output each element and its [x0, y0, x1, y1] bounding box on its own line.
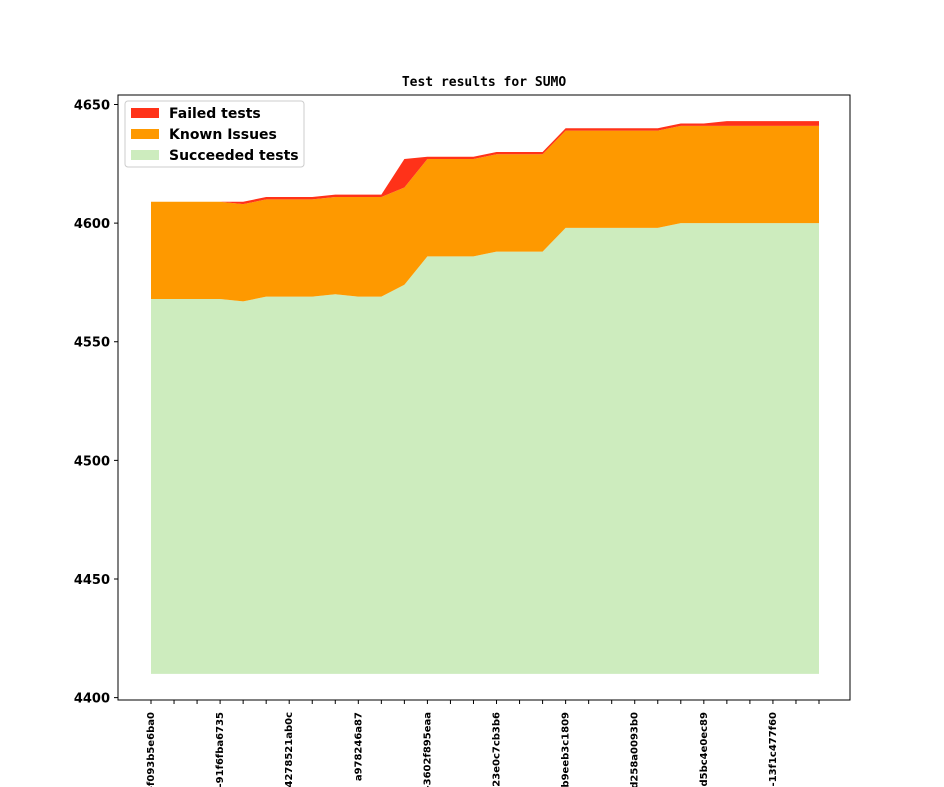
- plot-frame: [117, 94, 851, 701]
- legend-label-failed: Failed tests: [169, 106, 261, 122]
- legend: Failed tests Known Issues Succeeded test…: [124, 100, 305, 168]
- series-areas: [151, 121, 819, 674]
- x-tick-label: -f093b5e6ba0: [146, 712, 157, 787]
- legend-swatch-failed: [131, 108, 159, 118]
- x-tick-label: b9eeb3c1809: [561, 712, 572, 787]
- x-tick-label: -91f6fba6735: [215, 712, 226, 787]
- y-tick-label: 4400: [74, 692, 110, 707]
- x-axis: -f093b5e6ba0 -91f6fba6735 4278521ab0c a9782…: [146, 700, 820, 787]
- legend-box: [124, 100, 305, 168]
- x-tick-label: -3602f895eaa: [422, 712, 433, 787]
- y-tick-label: 4600: [74, 217, 110, 232]
- x-tick-label: 4278521ab0c: [284, 712, 295, 787]
- x-tick-label: -13f1c477f60: [768, 712, 779, 786]
- x-tick-label: a978246a87: [353, 712, 364, 781]
- legend-swatch-succeeded: [131, 150, 159, 160]
- y-tick-label: 4650: [74, 98, 110, 113]
- y-tick-label: 4550: [74, 336, 110, 351]
- area-known-issues: [151, 125, 819, 302]
- chart-title: Test results for SUMO: [402, 75, 567, 90]
- x-tick-label: d258a0093b0: [630, 712, 641, 787]
- legend-swatch-known: [131, 129, 159, 139]
- area-succeeded-tests: [151, 223, 819, 674]
- x-tick-label: 23e0c7cb3b6: [492, 712, 503, 787]
- x-tick-label: -d5bc4e0ec89: [699, 712, 710, 787]
- y-tick-label: 4450: [74, 573, 110, 588]
- y-tick-label: 4500: [74, 454, 110, 469]
- y-axis: 4400 4450 4500 4550 4600 4650: [74, 98, 118, 707]
- legend-label-succeeded: Succeeded tests: [169, 148, 299, 164]
- legend-label-known: Known Issues: [169, 127, 277, 143]
